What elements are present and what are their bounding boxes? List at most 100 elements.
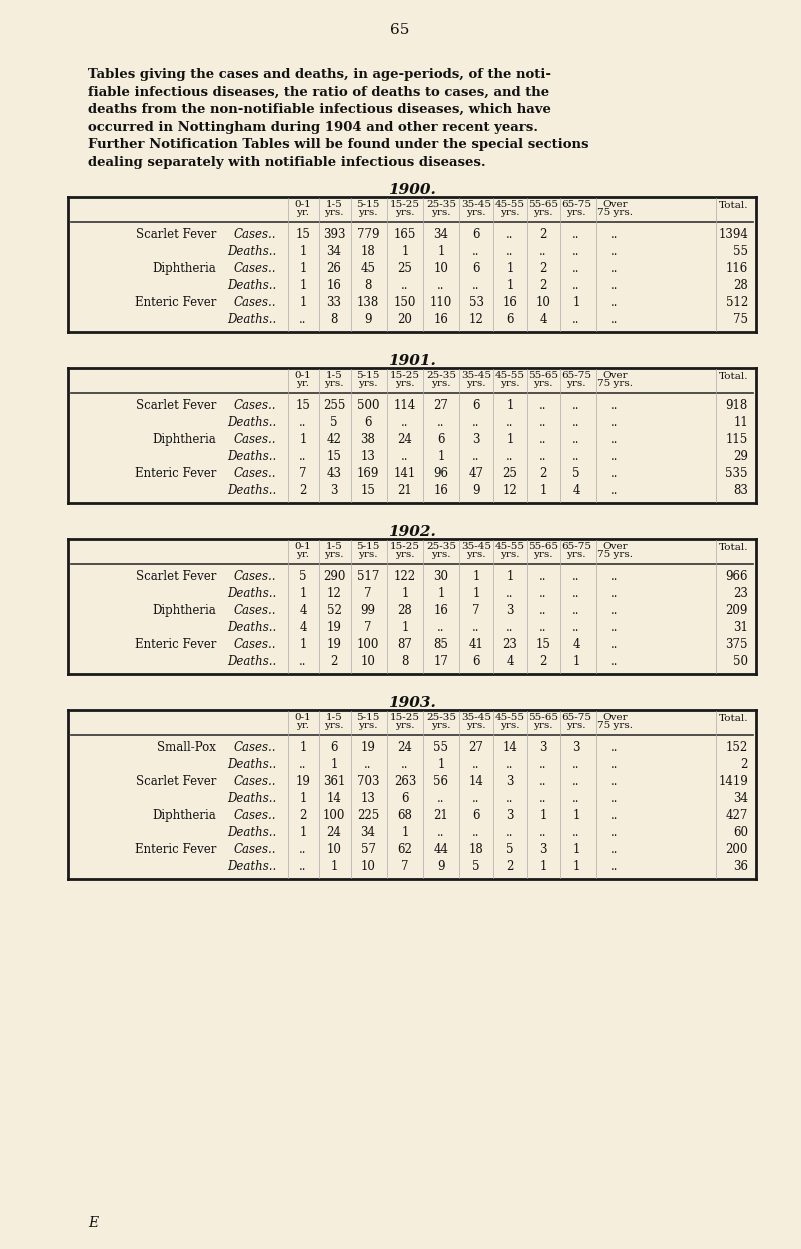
Text: 15-25: 15-25: [390, 713, 420, 722]
Text: 25-35: 25-35: [426, 542, 456, 551]
Text: 122: 122: [394, 570, 416, 583]
Text: Cases..: Cases..: [234, 843, 276, 856]
Text: 3: 3: [506, 809, 513, 822]
Text: 1900.: 1900.: [388, 184, 436, 197]
Text: 100: 100: [356, 638, 379, 651]
Text: 83: 83: [733, 485, 748, 497]
Text: Small-Pox: Small-Pox: [157, 741, 216, 754]
Text: 55-65: 55-65: [528, 542, 558, 551]
Text: 1: 1: [300, 296, 307, 309]
Text: ..: ..: [506, 758, 513, 771]
Text: ..: ..: [611, 450, 618, 463]
Text: 96: 96: [433, 467, 449, 480]
Text: 52: 52: [327, 605, 341, 617]
Text: 29: 29: [733, 450, 748, 463]
Text: 427: 427: [726, 809, 748, 822]
Text: yrs.: yrs.: [395, 550, 415, 560]
Text: 1: 1: [300, 245, 307, 259]
Text: 1: 1: [506, 570, 513, 583]
Text: ..: ..: [539, 774, 547, 788]
Text: Cases..: Cases..: [234, 605, 276, 617]
Text: ..: ..: [572, 262, 580, 275]
Text: deaths from the non-notifiable infectious diseases, which have: deaths from the non-notifiable infectiou…: [88, 102, 551, 116]
Text: ..: ..: [473, 416, 480, 428]
Text: ..: ..: [506, 621, 513, 634]
Text: ..: ..: [539, 245, 547, 259]
Text: 1: 1: [572, 654, 580, 668]
Text: 5: 5: [473, 861, 480, 873]
Text: Diphtheria: Diphtheria: [152, 433, 216, 446]
Text: 512: 512: [726, 296, 748, 309]
Text: 1419: 1419: [718, 774, 748, 788]
Text: yrs.: yrs.: [358, 378, 378, 388]
Text: 1: 1: [572, 296, 580, 309]
Text: 75 yrs.: 75 yrs.: [597, 209, 633, 217]
Text: 2: 2: [506, 861, 513, 873]
Text: ..: ..: [611, 654, 618, 668]
Text: yrs.: yrs.: [533, 550, 553, 560]
Text: 16: 16: [433, 605, 449, 617]
Text: yrs.: yrs.: [533, 721, 553, 729]
Text: 2: 2: [300, 485, 307, 497]
Text: 2: 2: [539, 262, 547, 275]
Text: 7: 7: [364, 621, 372, 634]
Text: Cases..: Cases..: [234, 467, 276, 480]
Text: ..: ..: [539, 826, 547, 839]
Text: ..: ..: [300, 450, 307, 463]
Text: ..: ..: [401, 450, 409, 463]
Text: ..: ..: [473, 792, 480, 806]
Text: Diphtheria: Diphtheria: [152, 809, 216, 822]
Text: 6: 6: [437, 433, 445, 446]
Text: yrs.: yrs.: [533, 378, 553, 388]
Text: 3: 3: [539, 741, 547, 754]
Text: 12: 12: [502, 485, 517, 497]
Text: 34: 34: [433, 229, 449, 241]
Text: 0-1: 0-1: [295, 713, 312, 722]
Text: 150: 150: [394, 296, 417, 309]
Text: 6: 6: [330, 741, 338, 754]
Text: 50: 50: [733, 654, 748, 668]
Text: ..: ..: [473, 621, 480, 634]
Text: ..: ..: [572, 450, 580, 463]
Text: yrs.: yrs.: [431, 721, 451, 729]
Text: Total.: Total.: [718, 713, 748, 722]
Text: ..: ..: [611, 809, 618, 822]
Text: 4: 4: [539, 313, 547, 326]
Text: 100: 100: [323, 809, 345, 822]
Text: 1: 1: [572, 809, 580, 822]
Text: 20: 20: [397, 313, 413, 326]
Text: 56: 56: [433, 774, 449, 788]
Text: 5: 5: [300, 570, 307, 583]
Text: ..: ..: [300, 861, 307, 873]
Text: occurred in Nottingham during 1904 and other recent years.: occurred in Nottingham during 1904 and o…: [88, 120, 538, 134]
Text: 25-35: 25-35: [426, 371, 456, 380]
Text: Total.: Total.: [718, 542, 748, 552]
Text: 18: 18: [469, 843, 483, 856]
Text: Cases..: Cases..: [234, 433, 276, 446]
Text: dealing separately with notifiable infectious diseases.: dealing separately with notifiable infec…: [88, 155, 485, 169]
Text: 114: 114: [394, 398, 417, 412]
Text: ..: ..: [572, 416, 580, 428]
Text: ..: ..: [539, 433, 547, 446]
Text: ..: ..: [611, 861, 618, 873]
Text: ..: ..: [506, 826, 513, 839]
Text: 31: 31: [733, 621, 748, 634]
Text: 4: 4: [506, 654, 513, 668]
Text: Scarlet Fever: Scarlet Fever: [135, 570, 216, 583]
Text: ..: ..: [437, 621, 445, 634]
Text: 27: 27: [433, 398, 449, 412]
Text: 290: 290: [323, 570, 345, 583]
Text: ..: ..: [506, 450, 513, 463]
Text: ..: ..: [611, 245, 618, 259]
Text: yrs.: yrs.: [358, 721, 378, 729]
Text: 1: 1: [437, 758, 445, 771]
Text: 45-55: 45-55: [495, 542, 525, 551]
Text: 4: 4: [572, 638, 580, 651]
Text: 33: 33: [327, 296, 341, 309]
Text: 1: 1: [300, 792, 307, 806]
Text: 1: 1: [437, 245, 445, 259]
Text: 1: 1: [506, 262, 513, 275]
Text: 1902.: 1902.: [388, 525, 436, 540]
Text: 25-35: 25-35: [426, 200, 456, 209]
Text: 1: 1: [473, 587, 480, 600]
